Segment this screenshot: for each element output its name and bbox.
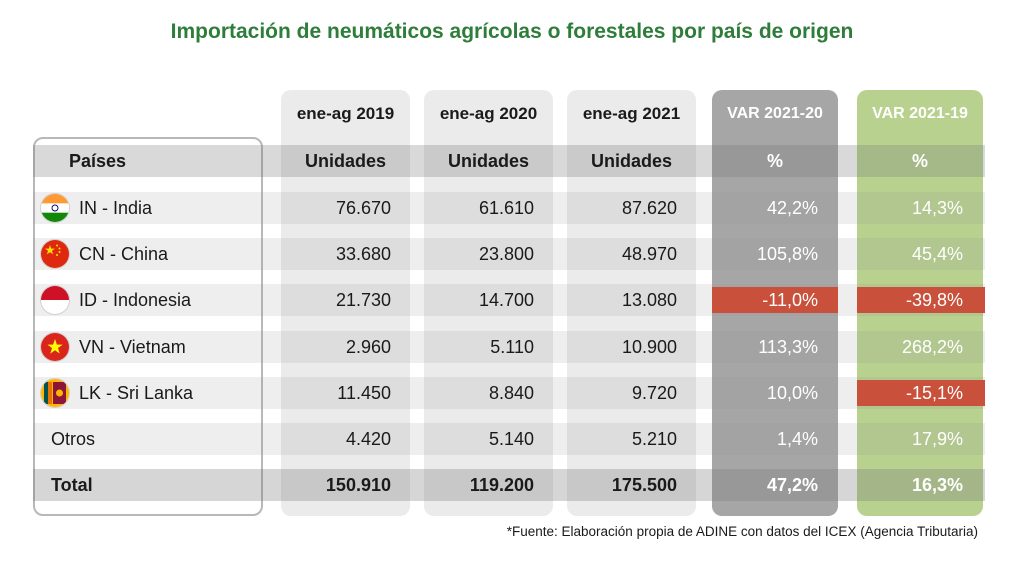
country-label: LK - Sri Lanka: [79, 383, 194, 403]
total-row: [33, 469, 985, 501]
value-2021: 48.970: [621, 244, 677, 264]
value-var2120: -11,0%: [762, 290, 818, 310]
units-header-2020: Unidades: [447, 151, 530, 171]
value-var2119: 14,3%: [911, 198, 963, 218]
value-var2120: 1,4%: [776, 429, 818, 449]
india-flag-icon: [41, 194, 69, 222]
value-2021: 13.080: [621, 290, 677, 310]
negative-highlight: [712, 287, 838, 313]
value-2019: 11.450: [337, 383, 391, 403]
source-note: *Fuente: Elaboración propia de ADINE con…: [506, 524, 978, 539]
vietnam-flag-icon: [41, 333, 69, 361]
units-header-2019: Unidades: [304, 151, 387, 171]
value-var2119: -39,8%: [905, 290, 963, 310]
total-var2119: 16,3%: [911, 475, 963, 495]
country-label: ID - Indonesia: [79, 290, 192, 310]
value-var2120: 10,0%: [766, 383, 818, 403]
value-2019: 33.680: [335, 244, 391, 264]
value-2020: 5.110: [490, 337, 534, 357]
value-2019: 21.730: [335, 290, 391, 310]
percent-header-var2120: %: [766, 151, 783, 171]
value-2021: 9.720: [631, 383, 677, 403]
value-var2119: -15,1%: [905, 383, 963, 403]
subheader-row: [33, 145, 985, 177]
total-var2120: 47,2%: [766, 475, 818, 495]
column-panel-2020: [424, 90, 553, 516]
total-2021: 175.500: [611, 475, 677, 495]
chart-title: Importación de neumáticos agrícolas o fo…: [170, 20, 854, 43]
value-var2119: 45,4%: [911, 244, 963, 264]
value-2019: 4.420: [345, 429, 391, 449]
value-var2120: 42,2%: [766, 198, 818, 218]
countries-box: [33, 137, 263, 516]
header-var2119: VAR 2021-19: [872, 105, 968, 122]
value-2021: 87.620: [621, 198, 677, 218]
value-2020: 61.610: [478, 198, 534, 218]
negative-highlight: [857, 380, 985, 406]
header-2020: ene-ag 2020: [439, 104, 538, 123]
country-label: Otros: [51, 429, 96, 449]
value-2020: 8.840: [488, 383, 534, 403]
value-2020: 14.700: [478, 290, 534, 310]
value-2019: 2.960: [345, 337, 391, 357]
value-2020: 23.800: [478, 244, 534, 264]
units-header-2021: Unidades: [590, 151, 673, 171]
table-row: [33, 331, 985, 363]
value-var2120: 105,8%: [756, 244, 818, 264]
value-var2119: 17,9%: [911, 429, 963, 449]
china-flag-icon: [41, 240, 69, 268]
column-panel-2021: [567, 90, 696, 516]
value-2021: 5.210: [631, 429, 677, 449]
value-var2119: 268,2%: [901, 337, 963, 357]
value-2019: 76.670: [335, 198, 391, 218]
column-panel-2019: [281, 90, 410, 516]
total-2019: 150.910: [325, 475, 391, 495]
value-var2120: 113,3%: [758, 337, 818, 357]
header-var2120: VAR 2021-20: [727, 105, 823, 122]
indonesia-flag-icon: [41, 286, 69, 314]
sri-lanka-flag-icon: [41, 379, 69, 407]
country-label: VN - Vietnam: [79, 337, 186, 357]
countries-header: Países: [69, 151, 127, 171]
table-row: [33, 238, 985, 270]
table-row: [33, 192, 985, 224]
header-2019: ene-ag 2019: [296, 104, 395, 123]
header-2021: ene-ag 2021: [582, 104, 681, 123]
negative-highlight: [857, 287, 985, 313]
percent-header-var2119: %: [911, 151, 928, 171]
table-row: [33, 423, 985, 455]
country-label: CN - China: [79, 244, 169, 264]
total-2020: 119.200: [469, 475, 534, 495]
total-label: Total: [51, 475, 93, 495]
country-label: IN - India: [79, 198, 153, 218]
value-2020: 5.140: [488, 429, 534, 449]
value-2021: 10.900: [621, 337, 677, 357]
table-row: [33, 377, 985, 409]
